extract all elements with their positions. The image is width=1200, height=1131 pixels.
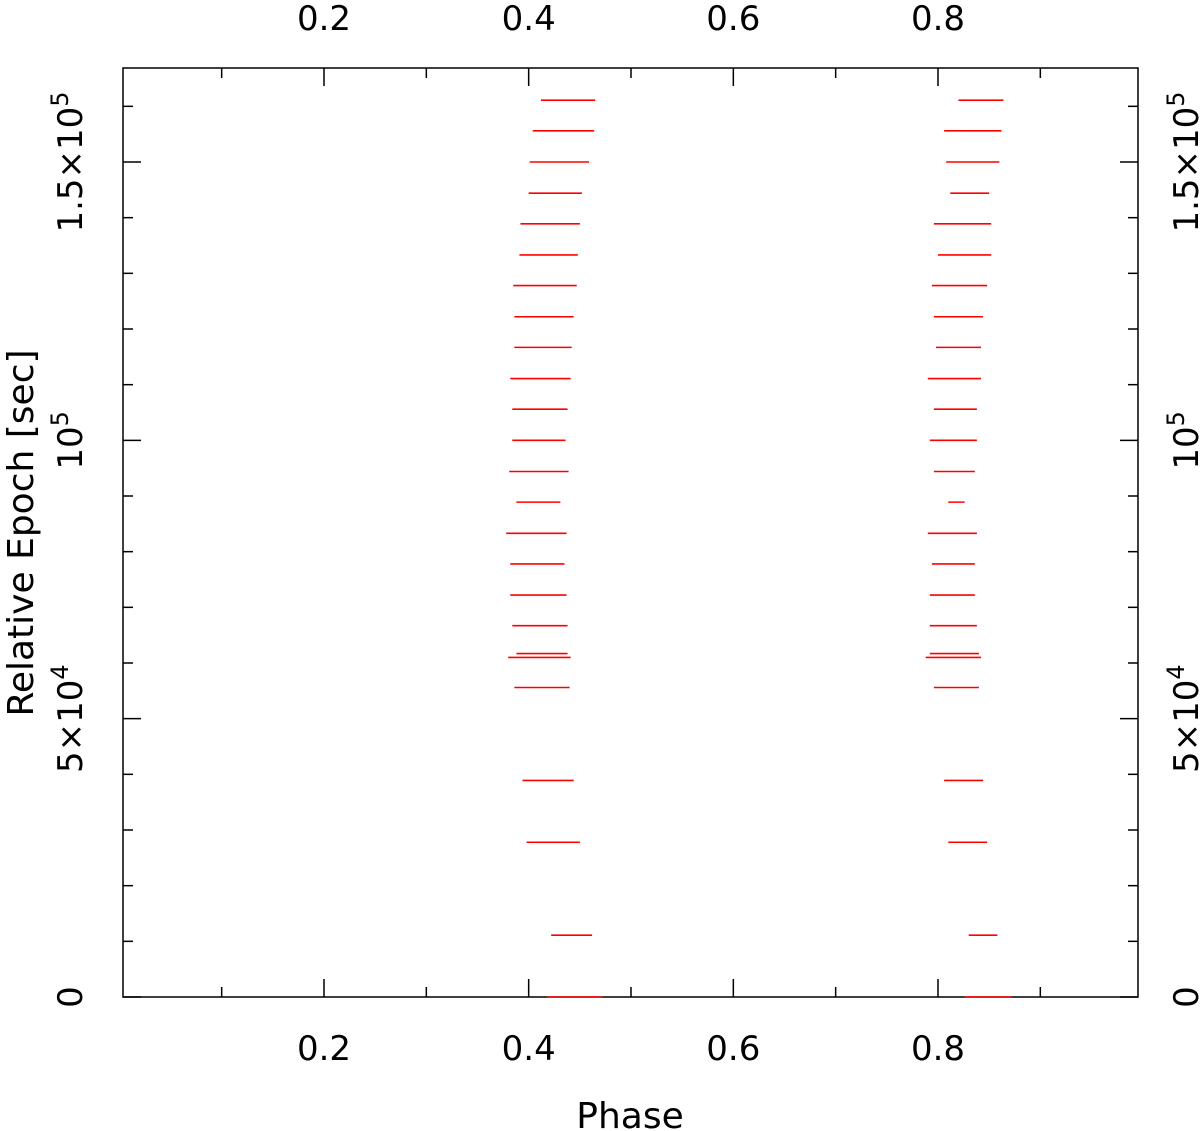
y-tick-label-right: 5×104 — [1162, 664, 1200, 773]
x-tick-label-top: 0.8 — [911, 0, 965, 39]
y-tick-label: 5×104 — [46, 664, 91, 773]
y-tick-label: 1.5×105 — [46, 91, 91, 232]
y-tick-label-exponent: 4 — [46, 664, 74, 679]
x-tick-label-top: 0.4 — [502, 0, 556, 39]
y-axis-label: Relative Epoch [sec] — [1, 349, 42, 716]
x-tick-label: 0.8 — [911, 1029, 965, 1069]
y-tick-label-right: 0 — [1167, 986, 1200, 1008]
y-tick-label: 0 — [51, 986, 91, 1008]
y-tick-label-right: 105 — [1162, 411, 1200, 470]
x-tick-label: 0.6 — [706, 1029, 760, 1069]
plot-frame — [122, 67, 1139, 998]
x-axis-label: Phase — [576, 1096, 684, 1131]
y-tick-label-exponent: 5 — [46, 411, 74, 426]
x-tick-label: 0.2 — [297, 1029, 351, 1069]
y-tick-label-exponent: 4 — [1162, 664, 1190, 679]
y-tick-label: 105 — [46, 411, 91, 470]
y-tick-label-right: 1.5×105 — [1162, 91, 1200, 232]
x-tick-label: 0.4 — [502, 1029, 556, 1069]
y-tick-label-exponent: 5 — [46, 91, 74, 106]
axis-tick-labels: 0.2 0.2 0.4 0.4 0.6 0.6 0.8 0.8 0 0 5×104 5×104 105 1… — [46, 0, 1200, 1069]
data-marks — [506, 99, 1012, 998]
y-tick-label-exponent: 5 — [1162, 91, 1190, 106]
y-tick-label-exponent: 5 — [1162, 411, 1190, 426]
x-tick-label-top: 0.2 — [297, 0, 351, 39]
x-tick-label-top: 0.6 — [706, 0, 760, 39]
axis-ticks — [123, 68, 1138, 998]
